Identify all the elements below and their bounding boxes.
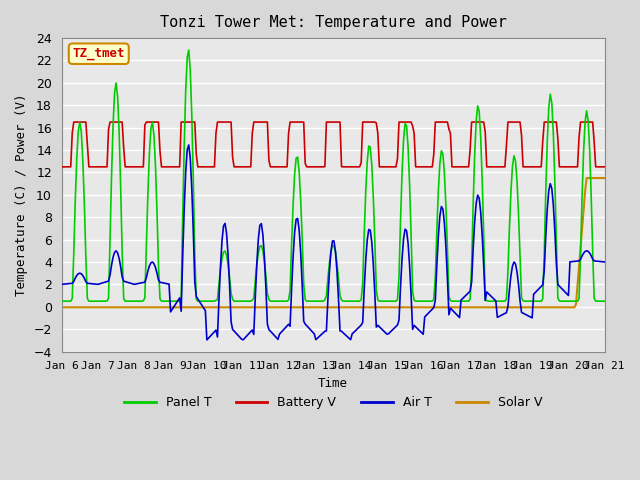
Y-axis label: Temperature (C) / Power (V): Temperature (C) / Power (V) <box>15 94 28 296</box>
X-axis label: Time: Time <box>318 377 348 390</box>
Text: TZ_tmet: TZ_tmet <box>72 47 125 60</box>
Legend: Panel T, Battery V, Air T, Solar V: Panel T, Battery V, Air T, Solar V <box>119 391 547 414</box>
Title: Tonzi Tower Met: Temperature and Power: Tonzi Tower Met: Temperature and Power <box>160 15 507 30</box>
